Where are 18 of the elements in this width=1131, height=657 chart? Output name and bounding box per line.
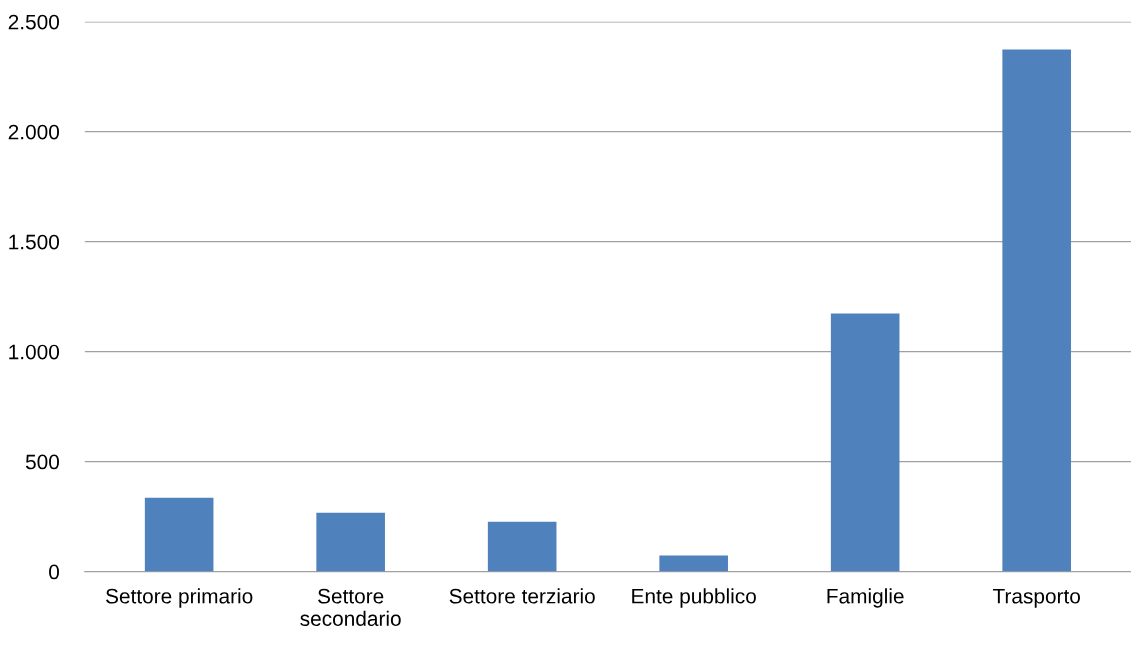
x-tick-label: Settore primario [106, 588, 253, 608]
x-tick-label: Settore secondario [300, 588, 401, 626]
y-tick-label: 500 [25, 454, 60, 470]
bar [487, 521, 557, 572]
x-tick-label: Ente pubblico [632, 588, 756, 608]
y-tick-label: 2.500 [8, 14, 60, 30]
bar [1002, 49, 1071, 572]
x-tick-label: Trasporto [992, 589, 1080, 608]
y-tick-label: 2.000 [8, 124, 60, 140]
y-tick-label: 1.500 [9, 234, 60, 250]
x-tick-label: Settore terziario [449, 588, 595, 604]
bar [830, 313, 900, 572]
bar [316, 512, 385, 572]
x-tick-label: Famiglie [827, 588, 904, 608]
y-tick-label: 1.000 [9, 344, 60, 360]
bar [659, 555, 728, 572]
bar [144, 497, 214, 572]
y-tick-label: 0 [49, 564, 60, 580]
